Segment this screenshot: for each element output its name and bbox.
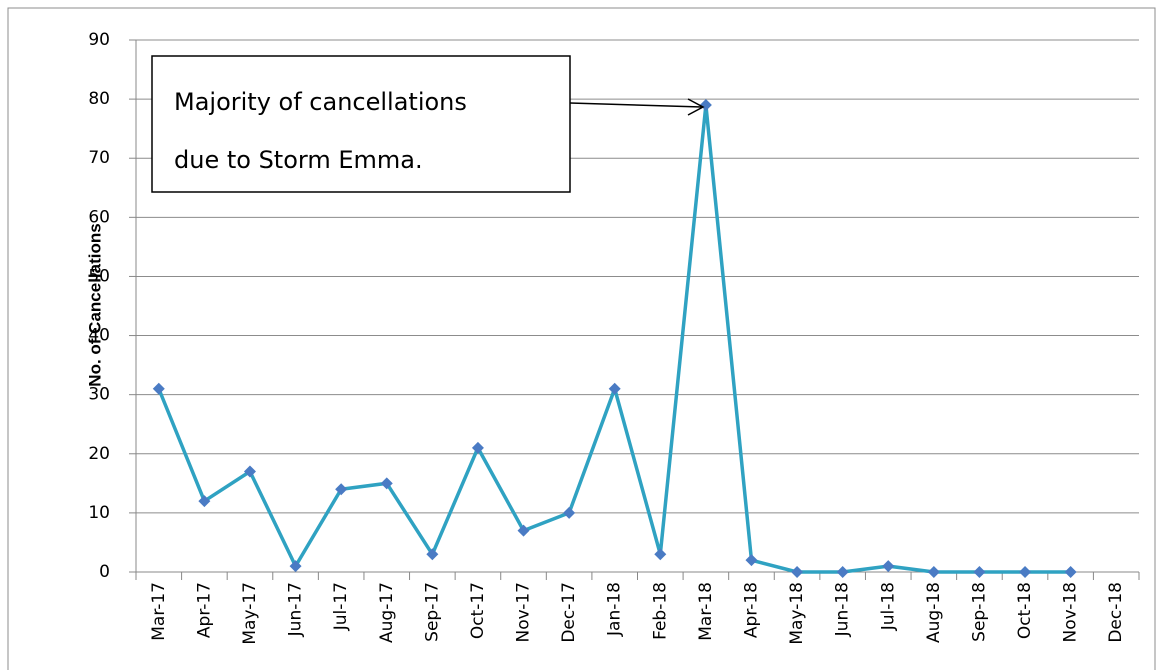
data-point (335, 483, 348, 496)
x-tick-label: Jul-17 (331, 582, 351, 631)
x-tick-label: May-18 (787, 582, 807, 645)
annotation-arrow (569, 102, 703, 108)
data-point (836, 566, 849, 578)
x-tick-label: Mar-18 (696, 582, 716, 641)
x-tick-label: Oct-18 (1015, 582, 1035, 639)
y-tick-label: 0 (99, 562, 110, 582)
data-point (745, 554, 758, 567)
y-tick-label: 60 (88, 207, 110, 227)
x-tick-label: Dec-17 (559, 582, 579, 643)
y-tick-label: 30 (88, 385, 110, 405)
data-point (380, 477, 393, 490)
data-point (152, 382, 165, 395)
y-tick-label: 40 (88, 326, 110, 346)
data-point (699, 99, 712, 112)
data-point (563, 506, 576, 519)
x-tick-label: Jan-18 (605, 582, 625, 637)
x-tick-label: Aug-17 (377, 582, 397, 643)
data-point (882, 560, 895, 573)
x-tick-label: Nov-17 (514, 582, 534, 643)
x-tick-label: Sep-18 (969, 582, 989, 642)
x-tick-label: Oct-17 (468, 582, 488, 639)
x-tick-label: Apr-18 (741, 582, 761, 638)
y-tick-label: 20 (88, 444, 110, 464)
x-tick-label: Aug-18 (924, 582, 944, 643)
y-tick-label: 90 (88, 30, 110, 50)
x-tick-label: May-17 (240, 582, 260, 645)
x-tick-label: Jun-17 (286, 582, 306, 637)
data-point (654, 548, 667, 561)
y-tick-label: 80 (88, 89, 110, 109)
arrow-head (687, 98, 705, 116)
data-point (1064, 566, 1077, 578)
y-tick-label: 70 (88, 148, 110, 168)
data-point (198, 495, 211, 508)
data-point (243, 465, 256, 478)
data-point (791, 566, 804, 578)
data-point (471, 441, 484, 454)
annotation-box (151, 55, 571, 193)
y-tick-label: 10 (88, 503, 110, 523)
annotation-text: due to Storm Emma. (174, 146, 423, 174)
x-tick-label: Jun-18 (833, 582, 853, 637)
data-point (1019, 566, 1032, 578)
data-point (927, 566, 940, 578)
data-point (517, 524, 530, 537)
data-point (608, 382, 621, 395)
x-tick-label: Feb-18 (650, 582, 670, 640)
x-tick-label: Apr-17 (194, 582, 214, 638)
data-point (426, 548, 439, 561)
x-tick-label: Nov-18 (1061, 582, 1081, 643)
y-tick-label: 50 (88, 266, 110, 286)
data-point (289, 560, 302, 573)
annotation-text: Majority of cancellations (174, 88, 467, 116)
x-tick-label: Dec-18 (1106, 582, 1126, 643)
y-axis-label: No. of Cancellations (85, 223, 104, 386)
data-point (973, 566, 986, 578)
x-tick-label: Sep-17 (422, 582, 442, 642)
x-tick-label: Jul-18 (878, 582, 898, 631)
x-tick-label: Mar-17 (149, 582, 169, 641)
